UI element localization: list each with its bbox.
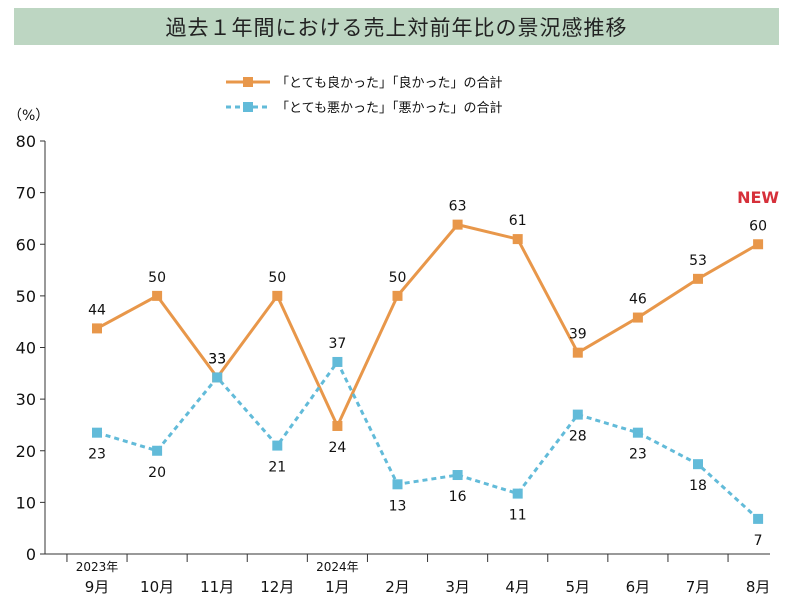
series-1-point	[512, 234, 523, 245]
series-2-point	[332, 356, 343, 367]
chart-title: 過去１年間における売上対前年比の景況感推移	[165, 15, 628, 40]
x-tick-label: 6月	[626, 578, 651, 596]
data-labels: 4450335024506361394653602320332137131611…	[88, 188, 779, 549]
data-label: 33	[208, 351, 226, 367]
data-label: 11	[509, 508, 527, 524]
series-line-1	[96, 223, 759, 428]
y-tick-label: 0	[26, 545, 36, 564]
series-1-point	[152, 290, 163, 301]
data-label: 37	[328, 336, 346, 352]
series-1-point	[92, 323, 102, 334]
y-tick-label: 30	[16, 390, 36, 409]
data-label: 23	[629, 447, 647, 463]
data-label: 28	[569, 429, 587, 445]
series-2-point	[272, 440, 283, 451]
data-label: 33	[208, 351, 226, 367]
data-label: 21	[268, 460, 286, 476]
x-tick-label: 3月	[445, 578, 470, 596]
data-label: 23	[88, 447, 106, 463]
data-label: 63	[449, 199, 467, 215]
y-tick-label: 20	[16, 442, 36, 461]
x-year-label: 2024年	[316, 560, 359, 574]
series-2-point	[92, 427, 102, 438]
x-year-label: 2023年	[76, 560, 119, 574]
series-2-point	[152, 445, 163, 456]
series-2-point	[632, 427, 643, 438]
legend-marker-1	[243, 77, 253, 87]
x-tick-label: 4月	[505, 578, 530, 596]
series-2-point	[693, 459, 703, 470]
series-2-point	[572, 409, 583, 420]
new-badge: NEW	[737, 188, 779, 207]
x-tick-label: 11月	[200, 578, 234, 596]
series-1-point	[392, 290, 403, 301]
chart-title-bar: 過去１年間における売上対前年比の景況感推移	[14, 8, 779, 45]
y-tick-label: 40	[16, 339, 36, 358]
data-label: 20	[148, 465, 166, 481]
series-2-point	[392, 479, 403, 490]
series-1-point	[753, 239, 764, 250]
series-1-point	[572, 347, 583, 358]
legend: 「とても良かった」「良かった」の合計「とても悪かった」「悪かった」の合計	[226, 75, 502, 116]
data-label: 50	[148, 270, 166, 286]
legend-label-1: 「とても良かった」「良かった」の合計	[276, 75, 502, 91]
series-lines	[96, 223, 760, 521]
data-label: 13	[389, 498, 407, 514]
x-tick-label: 2月	[385, 578, 410, 596]
data-label: 7	[754, 533, 763, 549]
x-tick-label: 10月	[140, 578, 174, 596]
y-tick-label: 80	[16, 132, 36, 151]
x-tick-label: 7月	[686, 578, 711, 596]
x-tick-label: 1月	[325, 578, 350, 596]
data-label: 39	[569, 327, 587, 343]
y-tick-label: 70	[16, 184, 36, 203]
series-2-point	[512, 488, 523, 499]
data-label: 24	[328, 440, 346, 456]
series-2-point	[753, 513, 764, 524]
data-label: 44	[88, 302, 106, 318]
data-label: 50	[268, 270, 286, 286]
series-1-point	[332, 420, 343, 431]
x-tick-label: 12月	[260, 578, 294, 596]
x-tick-label: 9月	[85, 578, 110, 596]
x-tick-label: 8月	[746, 578, 771, 596]
axes: 0 10 20 30 40 50 60 70 80 （%） 9月 10月 11月 12月 1月 2月 3月 4月 5…	[8, 108, 770, 596]
data-label: 53	[689, 253, 707, 269]
series-line-2	[96, 360, 760, 521]
series-1-point	[452, 219, 463, 230]
series-2-point	[452, 470, 463, 481]
series-2-point	[212, 372, 223, 383]
data-label: 18	[689, 478, 707, 494]
series-1-point	[632, 312, 643, 323]
legend-label-2: 「とても悪かった」「悪かった」の合計	[276, 100, 502, 116]
data-label: 50	[389, 270, 407, 286]
legend-marker-2	[243, 102, 253, 112]
data-label: 60	[749, 218, 767, 234]
x-tick-label: 5月	[566, 578, 591, 596]
series-markers	[92, 219, 764, 524]
series-1-point	[693, 273, 703, 284]
data-label: 46	[629, 292, 647, 308]
series-1-point	[272, 290, 283, 301]
y-axis-unit: （%）	[8, 108, 49, 124]
y-tick-label: 50	[16, 287, 36, 306]
data-label: 61	[509, 213, 527, 229]
y-tick-label: 60	[16, 235, 36, 254]
data-label: 16	[449, 489, 467, 505]
y-tick-label: 10	[16, 493, 36, 512]
